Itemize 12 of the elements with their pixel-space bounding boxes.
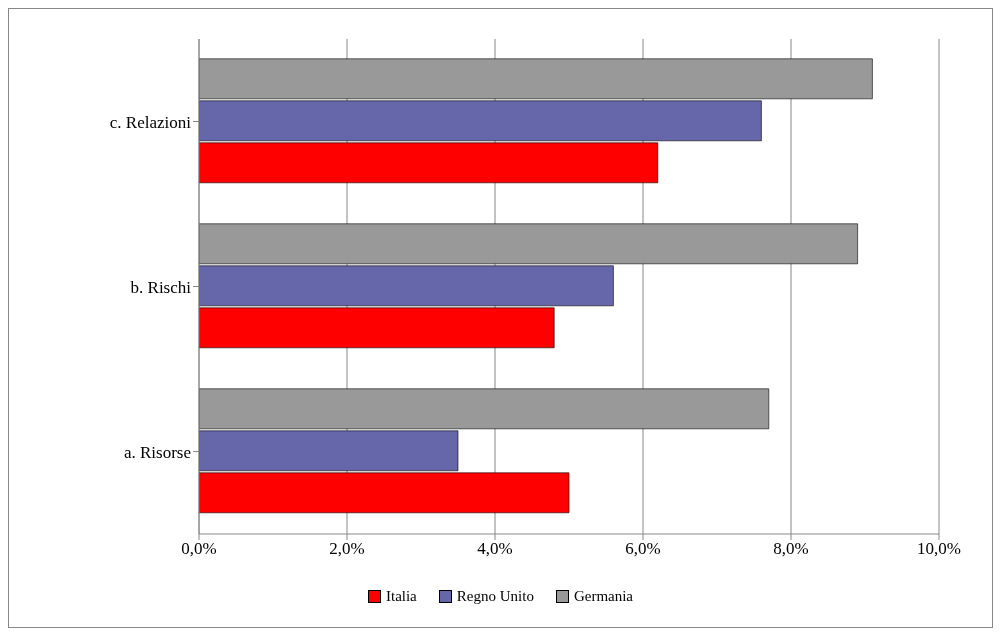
y-tick-label: b. Rischi (130, 277, 192, 297)
x-tick-label: 0,0% (181, 539, 217, 559)
legend-label: Italia (385, 588, 417, 605)
x-tick-label: 6,0% (625, 539, 661, 559)
y-tick-label: a. Risorse (123, 442, 191, 462)
x-tick-label: 10,0% (917, 539, 961, 559)
y-tick-label: c. Relazioni (109, 112, 192, 132)
legend-label: Germania (573, 588, 634, 605)
x-tick-label: 2,0% (329, 539, 365, 559)
x-tick-label: 8,0% (773, 539, 809, 559)
x-tick-label: 4,0% (477, 539, 513, 559)
legend-label: Regno Unito (456, 588, 534, 605)
